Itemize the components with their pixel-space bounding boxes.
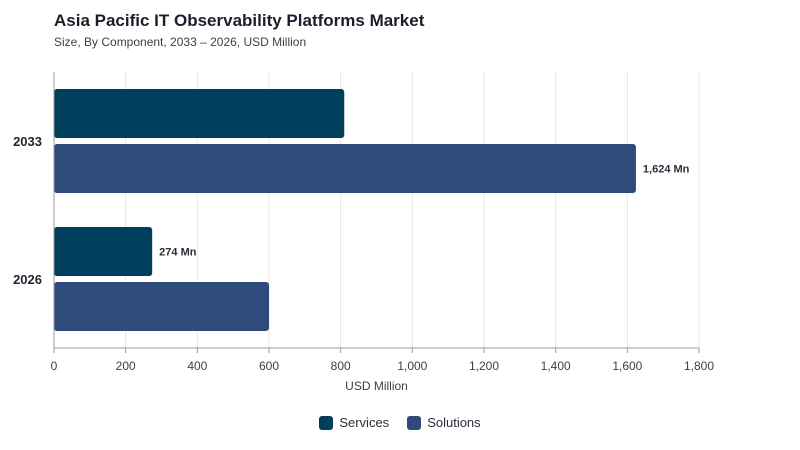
legend-item-services[interactable]: Services — [319, 415, 389, 430]
bar-solutions-2026 — [54, 282, 269, 331]
legend: Services Solutions — [0, 415, 800, 430]
legend-swatch-solutions — [407, 415, 422, 430]
bar-services-2033 — [54, 89, 345, 138]
x-tick-label: 400 — [187, 359, 207, 373]
data-label: 1,624 Mn — [643, 164, 690, 176]
legend-item-solutions[interactable]: Solutions — [407, 415, 481, 430]
x-tick-label: 200 — [116, 359, 136, 373]
axes: 0 200 400 600 800 1,000 1,200 1,400 1,600 1,800 US… — [13, 72, 714, 393]
data-label: 274 Mn — [159, 247, 197, 259]
x-tick-label: 1,000 — [397, 359, 427, 373]
x-tick-label: 1,600 — [612, 359, 642, 373]
x-tick-label: 1,800 — [684, 359, 714, 373]
x-tick-label: 1,400 — [541, 359, 571, 373]
y-category-label: 2026 — [13, 272, 42, 287]
x-tick-label: 600 — [259, 359, 279, 373]
x-tick-label: 800 — [331, 359, 351, 373]
legend-swatch-services — [319, 415, 334, 430]
legend-label-solutions: Solutions — [427, 415, 481, 430]
chart-title: Asia Pacific IT Observability Platforms … — [54, 11, 425, 30]
x-axis-title: USD Million — [345, 379, 408, 393]
x-tick-label: 1,200 — [469, 359, 499, 373]
bar-solutions-2033 — [54, 144, 636, 193]
x-tick-label: 0 — [51, 359, 58, 373]
legend-label-services: Services — [339, 415, 390, 430]
chart-subtitle: Size, By Component, 2033 – 2026, USD Mil… — [54, 35, 307, 49]
y-category-label: 2033 — [13, 134, 42, 149]
bars: 1,624 Mn 274 Mn — [54, 89, 690, 331]
bar-services-2026 — [54, 227, 153, 276]
